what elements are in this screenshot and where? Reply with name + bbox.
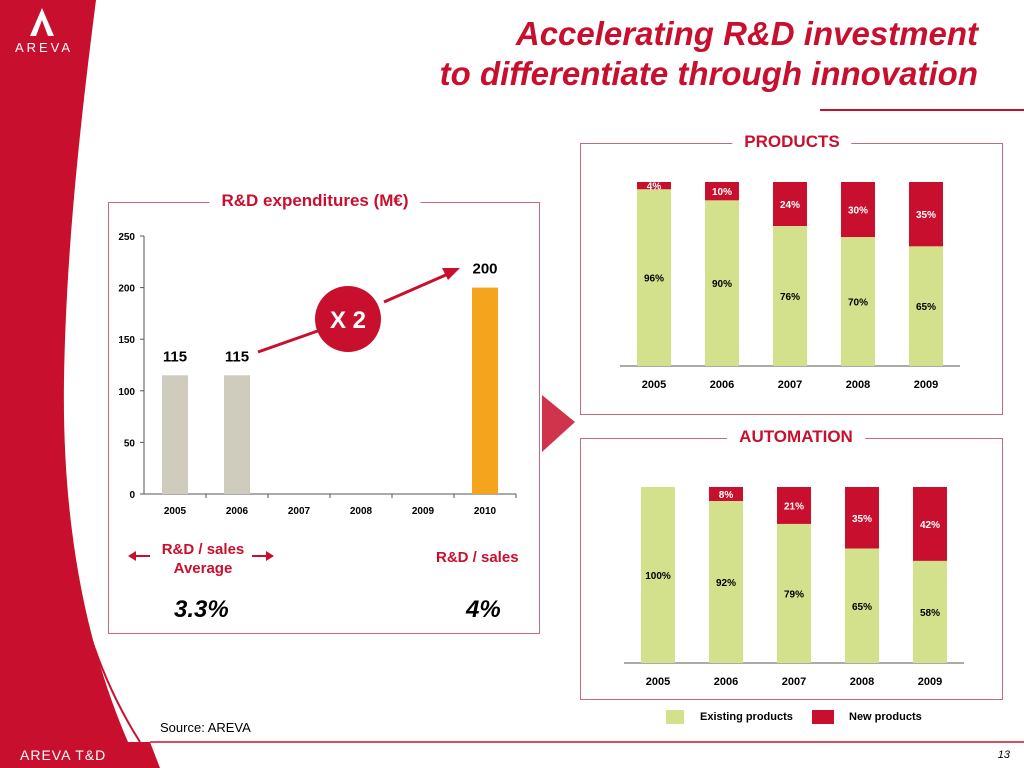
multiplier-label: X 2: [330, 307, 366, 334]
rd-expenditures-title: R&D expenditures (M€): [209, 191, 421, 211]
data-label-existing: 65%: [916, 302, 936, 313]
x-tick-label: 2006: [710, 379, 734, 391]
data-label-new: 35%: [916, 210, 936, 221]
bar-new-products: [705, 182, 739, 201]
legend-swatch-new: [812, 710, 834, 724]
x-tick-label: 2010: [474, 506, 497, 517]
data-label-new: 10%: [712, 187, 732, 198]
footer-brand: AREVA T&D: [20, 747, 107, 763]
source-note: Source: AREVA: [160, 720, 251, 735]
data-label-existing: 65%: [852, 602, 872, 613]
bar: [224, 375, 250, 494]
x-tick-label: 2008: [850, 676, 874, 688]
title-line-1: Accelerating R&D investment: [515, 15, 978, 52]
multiplier-badge: [315, 286, 381, 352]
data-label-new: 30%: [848, 206, 868, 217]
x-tick-label: 2009: [412, 506, 435, 517]
arrow-right-icon: [542, 395, 575, 452]
automation-chart: 100% 2005 8% 92% 2006 21% 79% 2007 35% 65% 2008 42%…: [624, 487, 964, 688]
data-label-new: 21%: [784, 501, 804, 512]
x-tick-label: 2007: [778, 379, 802, 391]
bar-new-products: [777, 487, 811, 524]
data-label-new: 8%: [719, 490, 734, 501]
rd-sales-average-label: R&D / sales Average: [161, 541, 245, 577]
y-tick-label: 0: [129, 490, 135, 501]
bar-new-products: [709, 487, 743, 502]
data-label-existing: 90%: [712, 279, 732, 290]
page-title: Accelerating R&D investment to different…: [440, 14, 978, 94]
y-tick-label: 150: [118, 335, 135, 346]
x-tick-label: 2009: [914, 379, 938, 391]
bar-new-products: [637, 182, 671, 190]
bar-existing-products: [641, 487, 675, 663]
x-tick-label: 2006: [714, 676, 738, 688]
bar-existing-products: [777, 523, 811, 663]
data-label-existing: 79%: [784, 589, 804, 600]
bar-existing-products: [709, 501, 743, 663]
double-arrow-icon: [128, 551, 274, 561]
rd-expenditures-chart: 0 50 100 150 200 250 2005 115 2006 115 2007 2008 200…: [118, 232, 517, 517]
data-label-new: 24%: [780, 200, 800, 211]
products-title: PRODUCTS: [732, 132, 852, 152]
legend-label-new: New products: [849, 711, 922, 723]
data-label-existing: 96%: [644, 274, 664, 285]
x-tick-label: 2009: [918, 676, 942, 688]
bar-new-products: [845, 487, 879, 549]
data-label-new: 4%: [647, 182, 662, 193]
data-label: 115: [163, 348, 187, 365]
bar-existing-products: [845, 548, 879, 663]
x-tick-label: 2006: [226, 506, 249, 517]
rd-sales-value: 4%: [466, 596, 501, 623]
legend-swatch-existing: [666, 710, 684, 724]
x-tick-label: 2005: [646, 676, 670, 688]
x-tick-label: 2007: [782, 676, 806, 688]
bar-existing-products: [909, 246, 943, 366]
rd-sales-label: R&D / sales: [436, 549, 519, 566]
y-tick-label: 200: [118, 284, 135, 295]
title-line-2: to differentiate through innovation: [439, 55, 978, 92]
bar-existing-products: [841, 237, 875, 366]
data-label: 115: [225, 348, 249, 365]
bar-new-products: [841, 182, 875, 238]
bar: [162, 375, 188, 494]
data-label-existing: 76%: [780, 292, 800, 303]
bar-existing-products: [705, 200, 739, 366]
data-label-existing: 70%: [848, 298, 868, 309]
growth-arrow: X 2: [257, 268, 460, 354]
bar-existing-products: [773, 226, 807, 366]
x-tick-label: 2008: [846, 379, 870, 391]
data-label: 200: [472, 261, 497, 278]
bar: [472, 287, 498, 494]
rd-sales-average-value: 3.3%: [174, 596, 229, 623]
bar-existing-products: [913, 560, 947, 663]
products-chart: 4% 96% 2005 10% 90% 2006 24% 76% 2007 30% 70% 2008 3…: [620, 182, 960, 391]
data-label-existing: 92%: [716, 578, 736, 589]
data-label-existing: 100%: [645, 571, 671, 582]
bar-existing-products: [637, 189, 671, 366]
x-tick-label: 2005: [642, 379, 666, 391]
automation-title: AUTOMATION: [727, 427, 865, 447]
bar-new-products: [909, 182, 943, 247]
y-tick-label: 100: [118, 387, 135, 398]
data-label-new: 42%: [920, 520, 940, 531]
data-label-new: 35%: [852, 514, 872, 525]
bar-new-products: [773, 182, 807, 227]
legend-label-existing: Existing products: [700, 711, 793, 723]
page-number: 13: [997, 749, 1010, 761]
bar-new-products: [913, 487, 947, 561]
areva-logo: AREVA: [0, 0, 90, 70]
y-tick-label: 250: [118, 232, 135, 243]
logo-text: AREVA: [15, 40, 73, 55]
x-tick-label: 2008: [350, 506, 373, 517]
x-tick-label: 2005: [164, 506, 187, 517]
y-tick-label: 50: [124, 438, 136, 449]
x-tick-label: 2007: [288, 506, 311, 517]
data-label-existing: 58%: [920, 608, 940, 619]
